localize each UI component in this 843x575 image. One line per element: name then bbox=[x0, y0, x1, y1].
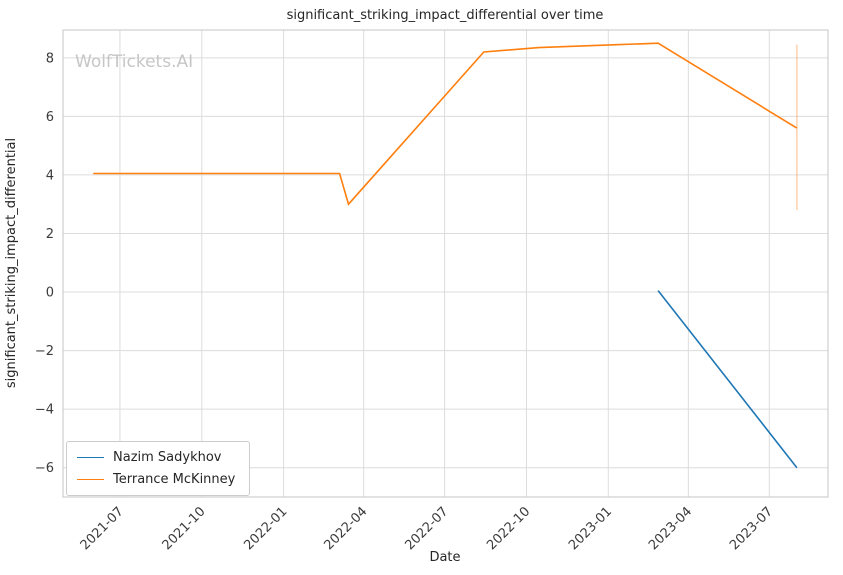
y-tick-label: 2 bbox=[46, 227, 54, 242]
series-line bbox=[93, 42, 798, 206]
x-axis-label: Date bbox=[429, 550, 460, 565]
legend-label: Terrance McKinney bbox=[113, 472, 236, 487]
legend-label: Nazim Sadykhov bbox=[113, 450, 222, 465]
x-tick-label: 2023-04 bbox=[646, 504, 695, 553]
y-tick-label: −4 bbox=[35, 403, 54, 418]
legend-item-terrance-mckinney: Terrance McKinney bbox=[77, 472, 235, 487]
plot-border bbox=[62, 29, 829, 498]
legend-item-nazim-sadykhov: Nazim Sadykhov bbox=[77, 450, 235, 465]
x-tick-label: 2022-04 bbox=[321, 504, 370, 553]
legend: Nazim Sadykhov Terrance McKinney bbox=[66, 441, 251, 496]
y-tick-label: 0 bbox=[46, 286, 54, 301]
x-tick-label: 2022-10 bbox=[484, 504, 533, 553]
x-tick-label: 2021-10 bbox=[160, 504, 209, 553]
x-tick-label: 2021-07 bbox=[78, 504, 127, 553]
series-line bbox=[657, 290, 798, 469]
legend-line-icon bbox=[77, 479, 104, 480]
y-tick-label: 8 bbox=[46, 51, 54, 66]
watermark: WolfTickets.AI bbox=[75, 52, 193, 72]
y-tick-label: −2 bbox=[35, 344, 54, 359]
x-tick-label: 2022-01 bbox=[241, 504, 290, 553]
chart-title: significant_striking_impact_differential… bbox=[287, 8, 604, 23]
x-tick-label: 2023-07 bbox=[727, 504, 776, 553]
y-tick-label: −6 bbox=[35, 461, 54, 476]
x-tick-label: 2022-07 bbox=[402, 504, 451, 553]
legend-line-icon bbox=[77, 457, 104, 458]
y-tick-label: 6 bbox=[46, 110, 54, 125]
y-tick-label: 4 bbox=[46, 168, 54, 183]
y-axis-label: significant_striking_impact_differential bbox=[4, 138, 19, 388]
x-tick-label: 2023-01 bbox=[566, 504, 615, 553]
